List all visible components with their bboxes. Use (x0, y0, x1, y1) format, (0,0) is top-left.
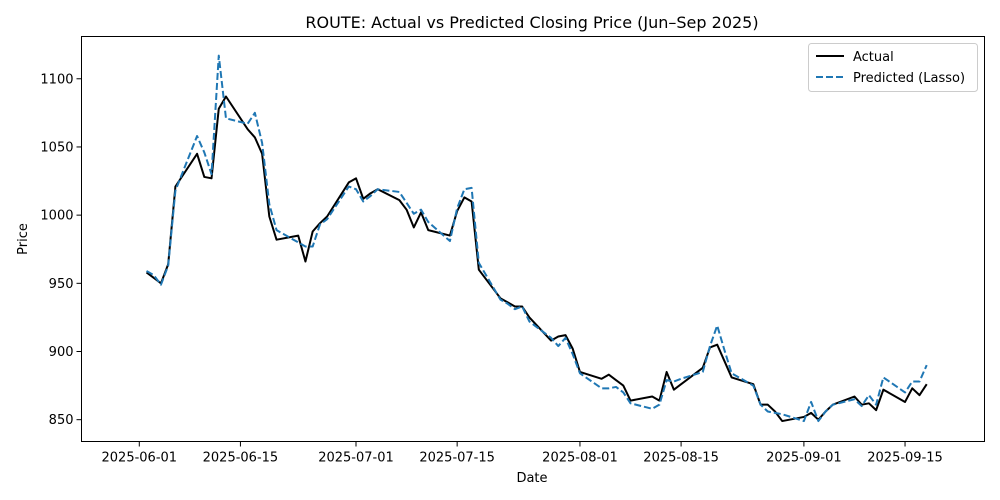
y-tick-label: 1050 (40, 140, 73, 155)
x-tick-label: 2025-09-01 (766, 451, 842, 466)
y-tick-label: 1100 (40, 72, 73, 87)
x-tick-label: 2025-06-15 (203, 451, 279, 466)
x-tick-label: 2025-07-15 (419, 451, 495, 466)
x-axis-label: Date (516, 471, 547, 486)
x-tick-label: 2025-06-01 (102, 451, 178, 466)
y-tick-label: 900 (49, 345, 74, 360)
legend: Actual Predicted (Lasso) (808, 43, 978, 92)
x-tick-label: 2025-08-15 (643, 451, 719, 466)
series-line-actual (145, 95, 928, 423)
chart-title: ROUTE: Actual vs Predicted Closing Price… (305, 13, 758, 32)
x-axis: 2025-06-01 2025-06-15 2025-07-01 2025-07-15… (102, 441, 943, 466)
plot-area (145, 54, 928, 423)
y-tick-label: 950 (49, 277, 74, 292)
legend-box (808, 43, 978, 92)
y-tick-label: 850 (49, 413, 74, 428)
series-line-predicted (146, 54, 928, 423)
y-tick-label: 1000 (40, 209, 73, 224)
y-axis-label: Price (16, 223, 31, 255)
x-tick-label: 2025-09-15 (867, 451, 943, 466)
legend-label-predicted: Predicted (Lasso) (853, 71, 965, 86)
y-axis: 850 900 950 1000 1050 1100 (40, 72, 82, 428)
legend-label-actual: Actual (853, 50, 894, 65)
x-tick-label: 2025-08-01 (542, 451, 618, 466)
axes-frame (81, 36, 985, 442)
x-tick-label: 2025-07-01 (318, 451, 394, 466)
